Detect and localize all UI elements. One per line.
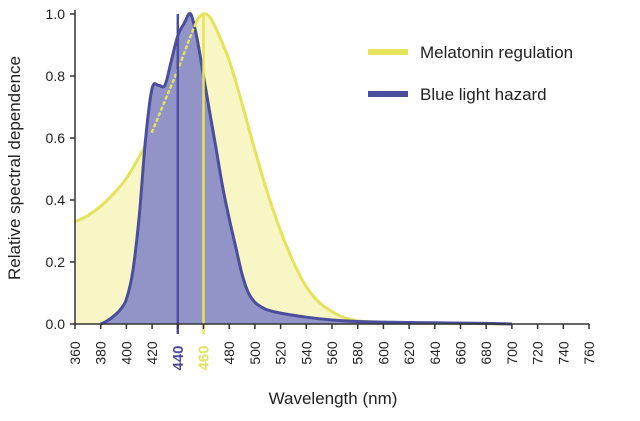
x-tick-label: 760 xyxy=(581,341,597,365)
peak-label-460: 460 xyxy=(196,345,213,370)
y-tick-label: 0.8 xyxy=(46,68,66,84)
x-tick-label: 660 xyxy=(453,341,469,365)
x-axis-title: Wavelength (nm) xyxy=(269,389,398,408)
peak-label-440: 440 xyxy=(170,345,187,370)
x-tick-label: 740 xyxy=(555,341,571,365)
x-tick-label: 580 xyxy=(350,341,366,365)
x-tick-label: 560 xyxy=(324,341,340,365)
melatonin-regulation-line xyxy=(74,12,512,326)
x-tick-label: 720 xyxy=(530,341,546,365)
x-tick-label: 360 xyxy=(67,341,83,365)
x-tick-label: 700 xyxy=(504,341,520,365)
y-tick-label: 0.0 xyxy=(46,316,66,332)
x-tick-label: 640 xyxy=(427,341,443,365)
x-tick-label: 480 xyxy=(221,341,237,365)
blue-light-hazard-line xyxy=(100,12,512,326)
y-tick-label: 1.0 xyxy=(46,6,66,22)
y-axis-title: Relative spectral dependence xyxy=(5,56,24,280)
x-tick-label: 540 xyxy=(298,341,314,365)
legend-label-blue-light-hazard: Blue light hazard xyxy=(420,85,547,104)
x-tick-label: 380 xyxy=(93,341,109,365)
y-tick-label: 0.4 xyxy=(46,192,66,208)
x-tick-label: 420 xyxy=(144,341,160,365)
legend-label-melatonin-regulation: Melatonin regulation xyxy=(420,43,573,62)
y-tick-label: 0.2 xyxy=(46,254,66,270)
y-tick-label: 0.6 xyxy=(46,130,66,146)
x-tick-label: 520 xyxy=(273,341,289,365)
x-tick-label: 620 xyxy=(401,341,417,365)
x-tick-label: 680 xyxy=(478,341,494,365)
x-tick-label: 500 xyxy=(247,341,263,365)
x-tick-label: 600 xyxy=(375,341,391,365)
x-tick-label: 400 xyxy=(118,341,134,365)
